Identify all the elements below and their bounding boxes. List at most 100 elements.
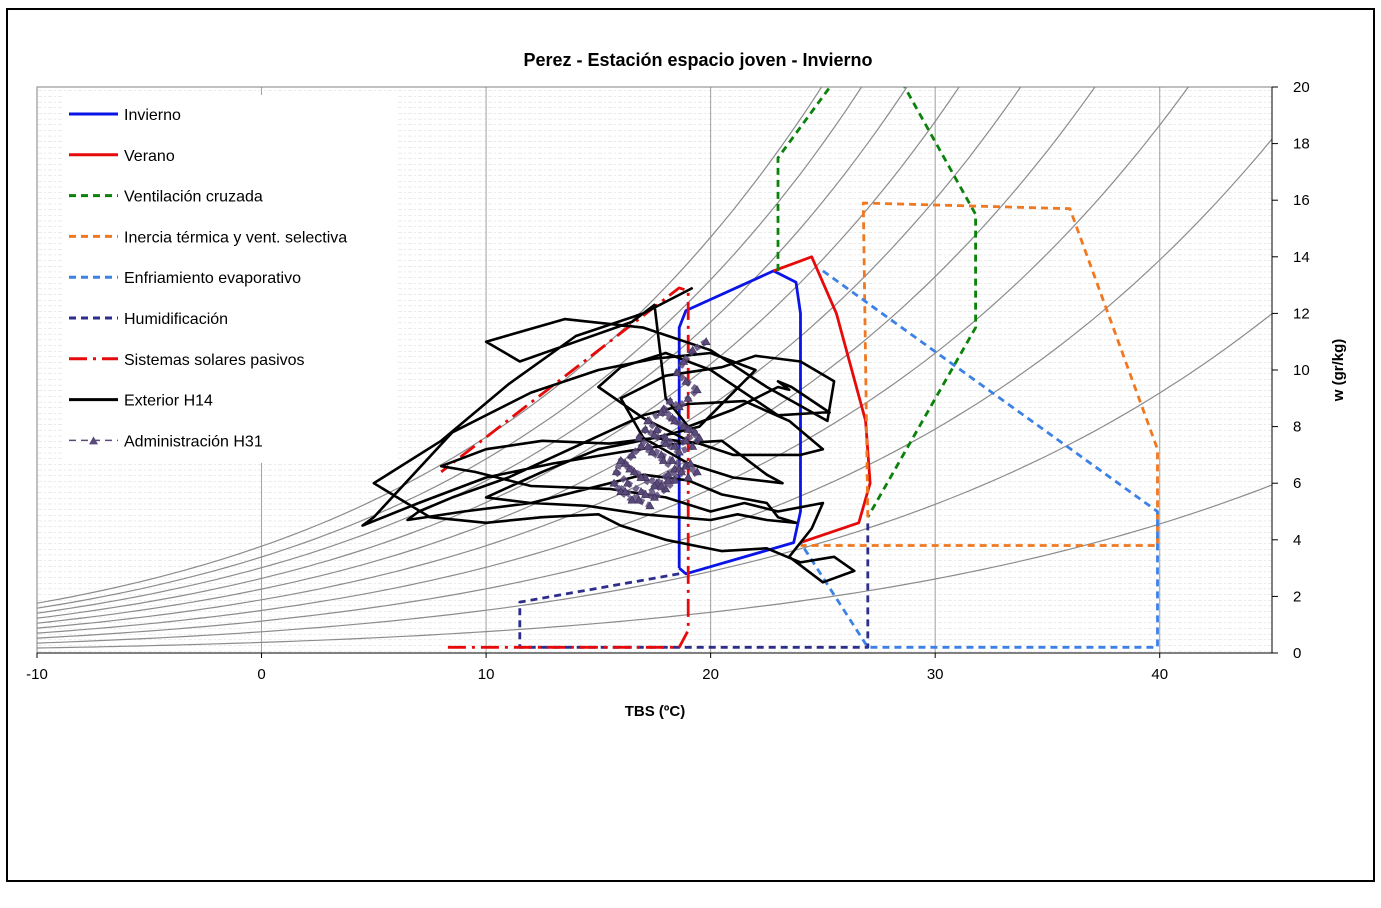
h31-marker <box>667 455 677 464</box>
y-tick-label: 10 <box>1293 362 1310 379</box>
series-exterior-h14 <box>361 286 856 584</box>
legend-label-exterior-h14: Exterior H14 <box>124 393 213 410</box>
h31-marker <box>634 433 644 442</box>
h31-marker <box>636 487 646 495</box>
h31-marker <box>649 430 660 439</box>
rh-curve <box>37 87 960 619</box>
h31-marker <box>643 416 653 425</box>
h31-marker <box>649 492 660 501</box>
h31-marker <box>647 447 657 456</box>
y-tick-label: 12 <box>1293 305 1310 322</box>
h31-marker <box>656 407 666 416</box>
h31-marker <box>681 376 691 385</box>
legend-label-inercia-termica-y-vent-selectiva: Inercia térmica y vent. selectiva <box>124 229 347 246</box>
h31-marker <box>661 438 671 447</box>
h31-marker <box>679 356 689 365</box>
rh-curve <box>37 484 1272 649</box>
legend-label-administracion-h31: Administración H31 <box>124 433 263 450</box>
h31-marker <box>681 436 691 445</box>
rh-curve <box>37 87 908 614</box>
legend-label-humidificacion: Humidificación <box>124 311 228 328</box>
x-tick-label: -10 <box>26 666 48 683</box>
legend-background <box>62 95 398 463</box>
rh-curve <box>37 87 1022 624</box>
h31-marker <box>701 337 711 345</box>
legend-marker <box>89 436 98 445</box>
h31-marker <box>627 495 637 504</box>
h31-marker <box>688 441 698 450</box>
h31-marker <box>652 424 662 433</box>
y-tick-label: 14 <box>1293 249 1310 266</box>
h31-marker <box>683 393 693 402</box>
h31-marker <box>656 450 666 459</box>
h31-marker <box>634 495 644 504</box>
h31-marker <box>679 421 689 430</box>
h31-marker <box>620 487 630 495</box>
legend-label-enfriamiento-evaporativo: Enfriamiento evaporativo <box>124 270 301 287</box>
x-tick-label: 0 <box>257 666 265 683</box>
h31-marker <box>694 433 704 442</box>
h31-marker <box>611 467 621 476</box>
y-tick-label: 2 <box>1293 588 1301 605</box>
h31-marker <box>672 368 682 377</box>
h31-marker <box>692 385 702 394</box>
y-tick-label: 0 <box>1293 645 1301 662</box>
rh-curve <box>37 87 863 609</box>
h31-marker <box>690 427 700 436</box>
x-tick-label: 30 <box>927 666 944 683</box>
rh-curve <box>37 138 1272 639</box>
y-tick-label: 18 <box>1293 136 1310 153</box>
h31-marker <box>625 464 635 473</box>
series-sistemas-solares-pasivos <box>440 286 690 649</box>
chart-title: Perez - Estación espacio joven - Inviern… <box>523 50 872 70</box>
x-axis-title: TBS (ºC) <box>625 703 685 720</box>
h31-marker <box>623 478 633 487</box>
h31-marker <box>641 489 651 498</box>
y-tick-label: 4 <box>1293 532 1301 549</box>
h31-marker <box>636 441 646 450</box>
h31-marker <box>692 467 702 476</box>
h31-marker <box>627 450 637 459</box>
x-tick-label: 10 <box>478 666 495 683</box>
rh-curve <box>37 87 1096 629</box>
rh-curve <box>37 87 1190 634</box>
h31-marker <box>649 481 660 490</box>
h31-marker <box>658 455 668 464</box>
x-tick-label: 40 <box>1151 666 1168 683</box>
x-tick-label: 20 <box>702 666 719 683</box>
legend-label-verano: Verano <box>124 148 175 165</box>
h31-marker <box>609 478 619 487</box>
h31-marker <box>688 345 698 354</box>
series-inercia-termica-y-vent-selectiva <box>800 201 1159 547</box>
y-tick-label: 8 <box>1293 419 1301 436</box>
h31-marker <box>616 455 626 464</box>
h31-marker <box>676 467 686 476</box>
h31-marker <box>670 475 680 484</box>
legend: Invierno Verano Ventilación cruzada Inercia… <box>62 95 398 463</box>
h31-marker <box>683 472 693 481</box>
y-tick-label: 6 <box>1293 475 1301 492</box>
y-tick-label: 16 <box>1293 192 1310 209</box>
h31-marker <box>674 402 684 411</box>
h31-marker <box>636 472 646 481</box>
h31-marker <box>663 475 673 484</box>
legend-label-sistemas-solares-pasivos: Sistemas solares pasivos <box>124 352 305 369</box>
h31-marker <box>674 447 684 456</box>
y-tick-label: 20 <box>1293 79 1310 96</box>
y-axis-title: w (gr/kg) <box>1330 339 1347 403</box>
series-ventilacion-cruzada <box>776 87 977 518</box>
h31-marker <box>641 424 651 433</box>
h31-marker <box>683 424 693 433</box>
h31-marker <box>665 396 675 405</box>
rh-curve <box>37 313 1272 644</box>
legend-label-invierno: Invierno <box>124 107 181 124</box>
legend-label-ventilacion-cruzada: Ventilación cruzada <box>124 189 263 206</box>
h31-marker <box>685 458 695 467</box>
series-enfriamiento-evaporativo <box>799 269 1159 649</box>
series-invierno <box>677 269 802 576</box>
h31-marker <box>645 501 655 510</box>
h31-marker <box>656 481 666 490</box>
h31-marker <box>643 441 653 450</box>
h31-marker <box>670 416 680 425</box>
